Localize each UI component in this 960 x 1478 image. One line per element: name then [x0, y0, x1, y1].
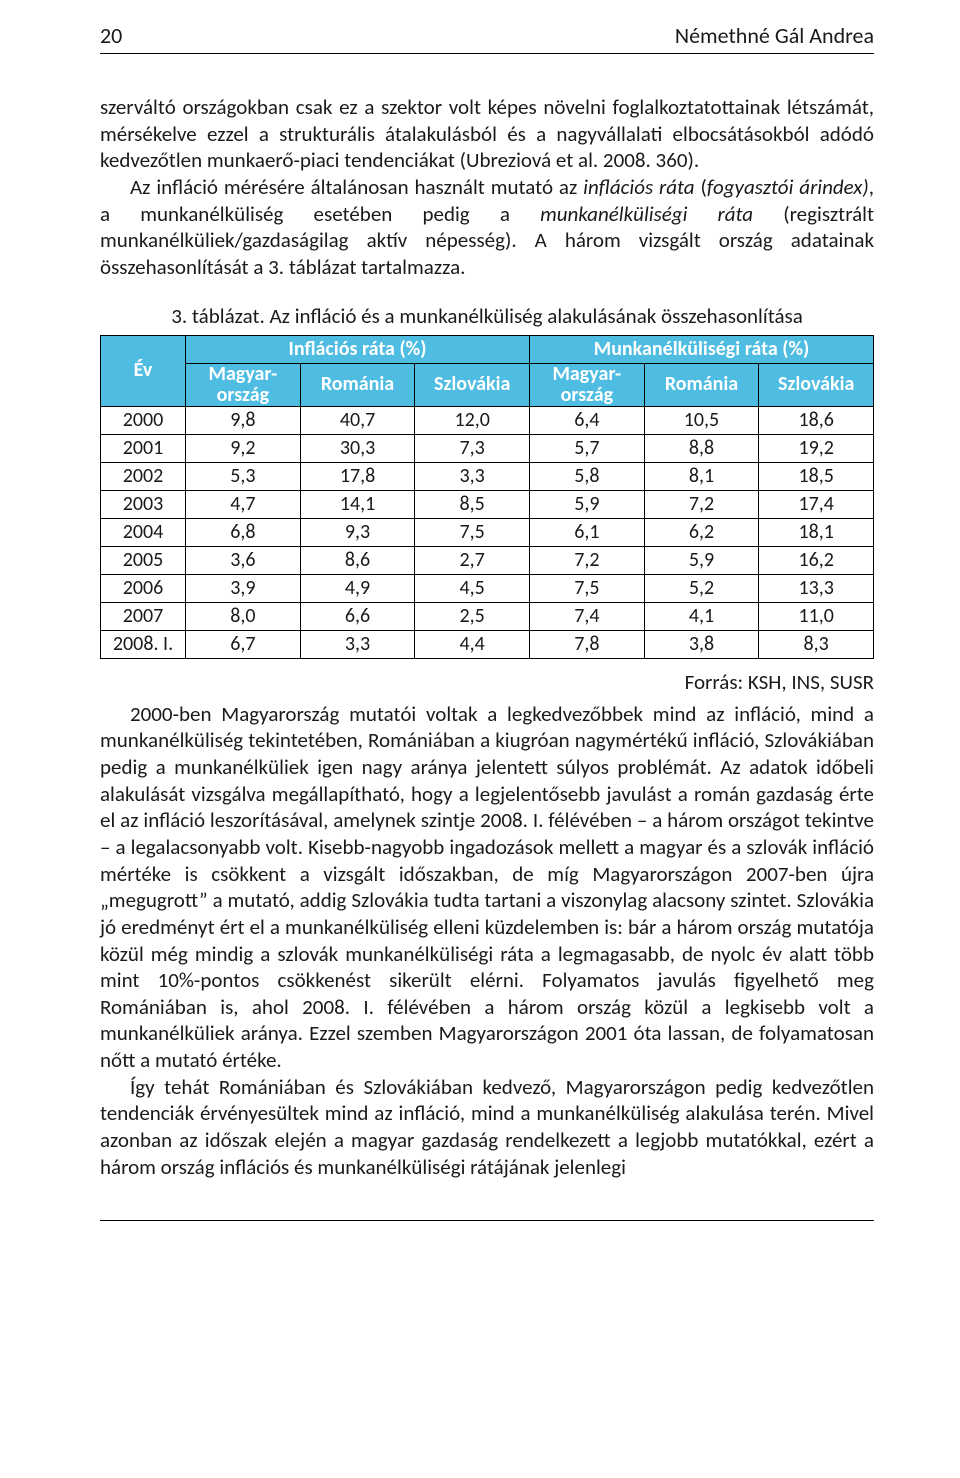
value-cell: 4,9: [300, 574, 415, 602]
value-cell: 7,8: [530, 630, 645, 658]
value-cell: 8,5: [415, 490, 530, 518]
year-cell: 2001: [101, 434, 186, 462]
value-cell: 6,1: [530, 518, 645, 546]
value-cell: 5,9: [644, 546, 759, 574]
running-head: 20 Némethné Gál Andrea: [100, 22, 874, 54]
value-cell: 4,5: [415, 574, 530, 602]
country-header: Szlovákia: [415, 363, 530, 406]
group-header: Inflációs ráta (%): [186, 335, 530, 363]
value-cell: 5,8: [530, 462, 645, 490]
value-cell: 14,1: [300, 490, 415, 518]
value-cell: 18,6: [759, 406, 874, 434]
table-row: 20078,06,62,57,44,111,0: [101, 602, 874, 630]
value-cell: 7,2: [644, 490, 759, 518]
value-cell: 9,3: [300, 518, 415, 546]
table-row: 20063,94,94,57,55,213,3: [101, 574, 874, 602]
country-header: Magyar-ország: [530, 363, 645, 406]
group-header: Munkanélküliségi ráta (%): [530, 335, 874, 363]
value-cell: 3,8: [644, 630, 759, 658]
value-cell: 6,8: [186, 518, 301, 546]
year-cell: 2002: [101, 462, 186, 490]
table-row: 20053,68,62,77,25,916,2: [101, 546, 874, 574]
value-cell: 7,3: [415, 434, 530, 462]
value-cell: 3,6: [186, 546, 301, 574]
country-header: Szlovákia: [759, 363, 874, 406]
year-cell: 2007: [101, 602, 186, 630]
value-cell: 10,5: [644, 406, 759, 434]
value-cell: 7,2: [530, 546, 645, 574]
paragraph-2: Az infláció mérésére általánosan használ…: [100, 174, 874, 281]
paragraph-3: 2000-ben Magyarország mutatói voltak a l…: [100, 701, 874, 1074]
year-cell: 2004: [101, 518, 186, 546]
value-cell: 16,2: [759, 546, 874, 574]
value-cell: 4,7: [186, 490, 301, 518]
value-cell: 11,0: [759, 602, 874, 630]
value-cell: 7,5: [415, 518, 530, 546]
paragraph-1: szerváltó országokban csak ez a szektor …: [100, 94, 874, 174]
value-cell: 6,7: [186, 630, 301, 658]
value-cell: 7,4: [530, 602, 645, 630]
country-header: Románia: [644, 363, 759, 406]
table-row: 20019,230,37,35,78,819,2: [101, 434, 874, 462]
value-cell: 7,5: [530, 574, 645, 602]
year-cell: 2005: [101, 546, 186, 574]
value-cell: 8,3: [759, 630, 874, 658]
year-cell: 2006: [101, 574, 186, 602]
year-cell: 2003: [101, 490, 186, 518]
value-cell: 5,9: [530, 490, 645, 518]
table-row: 20025,317,83,35,88,118,5: [101, 462, 874, 490]
value-cell: 17,4: [759, 490, 874, 518]
value-cell: 4,4: [415, 630, 530, 658]
table-caption: 3. táblázat. Az infláció és a munkanélkü…: [100, 303, 874, 329]
paragraph-4: Így tehát Romániában és Szlovákiában ked…: [100, 1074, 874, 1181]
value-cell: 3,9: [186, 574, 301, 602]
year-cell: 2008. I.: [101, 630, 186, 658]
country-header: Románia: [300, 363, 415, 406]
value-cell: 9,2: [186, 434, 301, 462]
value-cell: 6,4: [530, 406, 645, 434]
year-cell: 2000: [101, 406, 186, 434]
value-cell: 8,6: [300, 546, 415, 574]
value-cell: 8,8: [644, 434, 759, 462]
value-cell: 5,3: [186, 462, 301, 490]
value-cell: 18,5: [759, 462, 874, 490]
table-row: 20046,89,37,56,16,218,1: [101, 518, 874, 546]
value-cell: 12,0: [415, 406, 530, 434]
value-cell: 30,3: [300, 434, 415, 462]
page-number: 20: [100, 22, 122, 49]
value-cell: 2,7: [415, 546, 530, 574]
inflation-table: ÉvInflációs ráta (%)Munkanélküliségi rát…: [100, 335, 874, 659]
value-cell: 5,7: [530, 434, 645, 462]
value-cell: 6,2: [644, 518, 759, 546]
table-row: 20034,714,18,55,97,217,4: [101, 490, 874, 518]
value-cell: 9,8: [186, 406, 301, 434]
country-header: Magyar-ország: [186, 363, 301, 406]
table-row: 20009,840,712,06,410,518,6: [101, 406, 874, 434]
value-cell: 13,3: [759, 574, 874, 602]
value-cell: 8,0: [186, 602, 301, 630]
value-cell: 3,3: [415, 462, 530, 490]
value-cell: 18,1: [759, 518, 874, 546]
table-source: Forrás: KSH, INS, SUSR: [100, 669, 874, 695]
value-cell: 40,7: [300, 406, 415, 434]
table-row: 2008. I.6,73,34,47,83,88,3: [101, 630, 874, 658]
value-cell: 19,2: [759, 434, 874, 462]
value-cell: 17,8: [300, 462, 415, 490]
col-year-header: Év: [101, 335, 186, 406]
value-cell: 2,5: [415, 602, 530, 630]
value-cell: 3,3: [300, 630, 415, 658]
value-cell: 5,2: [644, 574, 759, 602]
value-cell: 4,1: [644, 602, 759, 630]
value-cell: 6,6: [300, 602, 415, 630]
footer-rule: [100, 1220, 874, 1221]
running-author: Némethné Gál Andrea: [675, 22, 874, 49]
value-cell: 8,1: [644, 462, 759, 490]
